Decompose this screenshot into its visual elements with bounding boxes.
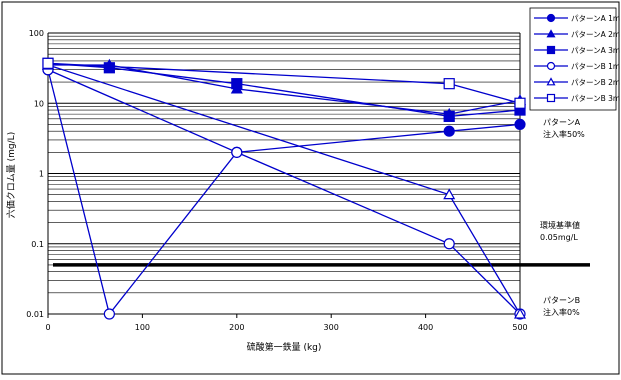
y-tick-label: 10 — [34, 99, 44, 108]
legend-marker — [546, 13, 556, 23]
annotation-pattern-b-line1: パターンB — [543, 296, 580, 305]
data-point-series-5 — [513, 307, 527, 319]
data-point-series-3 — [103, 62, 115, 74]
legend-marker — [546, 45, 556, 55]
x-tick-label: 200 — [229, 323, 244, 332]
annotation-pattern-a-line2: 注入率50% — [543, 129, 585, 139]
data-point-series-5 — [443, 188, 456, 200]
data-point-series-3 — [443, 110, 455, 122]
annotations: パターンA 注入率50% 環境基準値 0.05mg/L パターンB 注入率0% — [540, 118, 585, 317]
data-point-series-1 — [443, 125, 455, 137]
y-axis-label: 六価クロム量 (mg/L) — [5, 132, 17, 218]
legend-entry: パターンA 3m — [571, 46, 620, 55]
y-tick-label: 1 — [39, 170, 44, 179]
annotation-reference-line1: 環境基準値 — [540, 220, 580, 230]
legend-entry: パターンB 3m — [571, 94, 620, 103]
data-point-series-4 — [443, 238, 455, 250]
data-point-series-3 — [231, 78, 243, 90]
legend-entry: パターンA 1m — [571, 14, 620, 23]
legend-entry: パターンB 1m — [571, 62, 620, 71]
legend-marker — [546, 77, 556, 86]
data-point-series-6 — [42, 57, 54, 69]
series-line-1 — [47, 69, 521, 154]
series-group — [41, 57, 527, 320]
y-tick-label: 0.1 — [31, 240, 44, 249]
legend-marker — [546, 61, 556, 71]
x-tick-label: 100 — [135, 323, 150, 332]
legend-entry: パターンA 2m — [571, 30, 620, 39]
legend-marker — [546, 29, 556, 38]
annotation-reference-line2: 0.05mg/L — [540, 233, 578, 242]
annotation-pattern-b-line2: 注入率0% — [543, 307, 580, 317]
x-axis-label: 硫酸第一鉄量 (kg) — [247, 341, 322, 353]
data-point-series-4 — [231, 146, 243, 158]
tick-labels: 0 100 200 300 400 500 0.01 0.1 1 10 100 — [26, 29, 527, 332]
data-point-series-4 — [103, 308, 115, 320]
data-point-series-1 — [514, 118, 526, 130]
legend: パターンA 1m パターンA 2m パターンA 3m パターンB 1m パターンB 2m… — [529, 7, 620, 111]
y-tick-label: 0.01 — [26, 310, 44, 319]
data-point-series-6 — [443, 78, 455, 90]
legend-box — [529, 7, 617, 111]
grid — [48, 32, 520, 315]
data-point-series-6 — [514, 97, 526, 109]
x-tick-label: 500 — [512, 323, 527, 332]
legend-entry: パターンB 2m — [571, 78, 620, 87]
axes — [47, 33, 521, 315]
annotation-pattern-a-line1: パターンA — [543, 118, 581, 127]
legend-marker — [546, 93, 556, 103]
x-tick-label: 400 — [418, 323, 433, 332]
y-tick-label: 100 — [29, 29, 44, 38]
x-tick-label: 0 — [45, 323, 50, 332]
x-tick-label: 300 — [324, 323, 339, 332]
